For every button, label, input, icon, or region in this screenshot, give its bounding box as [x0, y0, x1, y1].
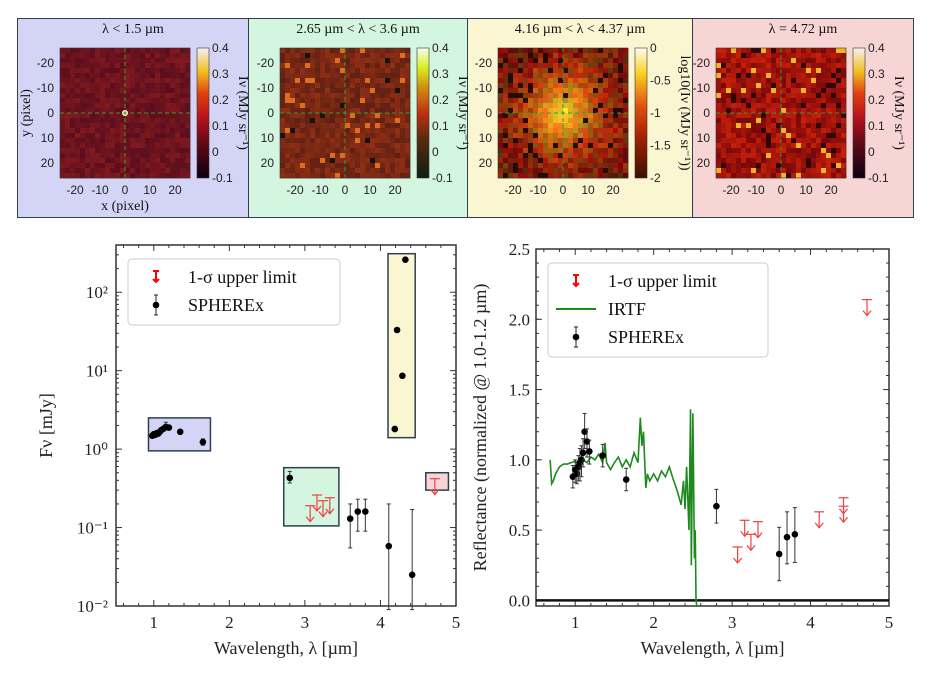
data-marker	[586, 448, 593, 455]
upper-limit-marker	[753, 522, 763, 538]
data-marker	[599, 452, 606, 459]
y-tick-label: 2.5	[509, 240, 530, 259]
data-marker	[784, 534, 791, 541]
y-tick-label: 2.0	[509, 310, 530, 329]
data-marker	[713, 503, 720, 510]
x-tick-label: 4	[806, 613, 815, 632]
upper-limit-marker	[814, 512, 824, 528]
upper-limit-marker	[862, 300, 872, 316]
data-marker	[580, 449, 587, 456]
data-marker	[573, 471, 580, 478]
x-tick-label: 5	[885, 613, 894, 632]
y-tick-label: 0.5	[509, 521, 530, 540]
y-tick-label: 1.0	[509, 451, 530, 470]
x-tick-label: 3	[728, 613, 737, 632]
reflectance-chart: 1 2 3 4 5 0.0 0.5 1.0 1.5 2.0 2.5 Wavelength, λ [µm…	[0, 0, 940, 685]
sphere-data-point	[776, 527, 783, 580]
data-marker	[792, 531, 799, 538]
x-axis-label: Wavelength, λ [µm]	[640, 638, 784, 658]
sphere-data-point	[713, 489, 720, 523]
legend-label: 1-σ upper limit	[608, 271, 717, 291]
x-tick-label: 2	[649, 613, 658, 632]
upper-limit-marker	[733, 547, 743, 563]
y-tick-label: 0.0	[509, 591, 530, 610]
irtf-spectrum-line	[550, 409, 697, 606]
upper-limit-marker	[746, 534, 756, 550]
sphere-data-point	[792, 508, 799, 563]
sphere-data-point	[623, 468, 630, 490]
data-marker	[623, 476, 630, 483]
data-marker	[578, 457, 585, 464]
data-marker	[776, 551, 783, 558]
legend-label: SPHEREx	[608, 327, 684, 347]
y-tick-label: 1.5	[509, 381, 530, 400]
sphere-data-point	[784, 512, 791, 564]
x-tick-label: 1	[571, 613, 580, 632]
legend-label: IRTF	[608, 299, 646, 319]
y-axis-label: Reflectance (normalized @ 1.0-1.2 µm)	[470, 284, 491, 572]
